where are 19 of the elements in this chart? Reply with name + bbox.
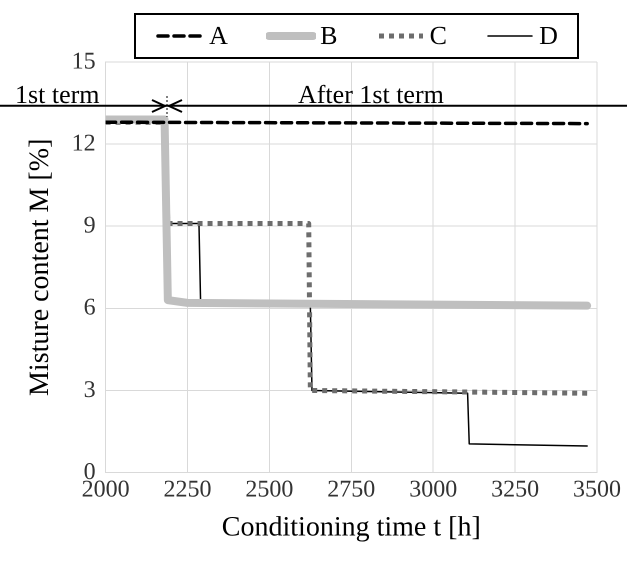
annotation: After 1st term xyxy=(298,80,444,109)
x-tick-label: 3500 xyxy=(573,476,621,502)
y-tick-label: 6 xyxy=(84,294,96,321)
legend-label: D xyxy=(539,21,558,51)
legend-label: A xyxy=(209,21,228,51)
x-tick-label: 2250 xyxy=(164,476,212,502)
y-tick-label: 12 xyxy=(72,130,96,156)
y-tick-label: 9 xyxy=(84,212,96,239)
text: 1st term xyxy=(15,80,100,109)
x-axis-title: Conditioning time t [h] xyxy=(222,512,481,543)
y-axis-title: Misture content M [%] xyxy=(24,138,56,396)
legend-label: C xyxy=(430,21,447,51)
x-tick-label: 3000 xyxy=(409,476,458,502)
x-tick-label: 3250 xyxy=(491,476,540,502)
legend-label: B xyxy=(320,21,338,51)
x-tick-label: 2500 xyxy=(245,476,294,502)
y-tick-label: 3 xyxy=(84,376,96,403)
y-tick-label: 15 xyxy=(72,48,96,74)
x-tick-label: 2750 xyxy=(327,476,376,502)
